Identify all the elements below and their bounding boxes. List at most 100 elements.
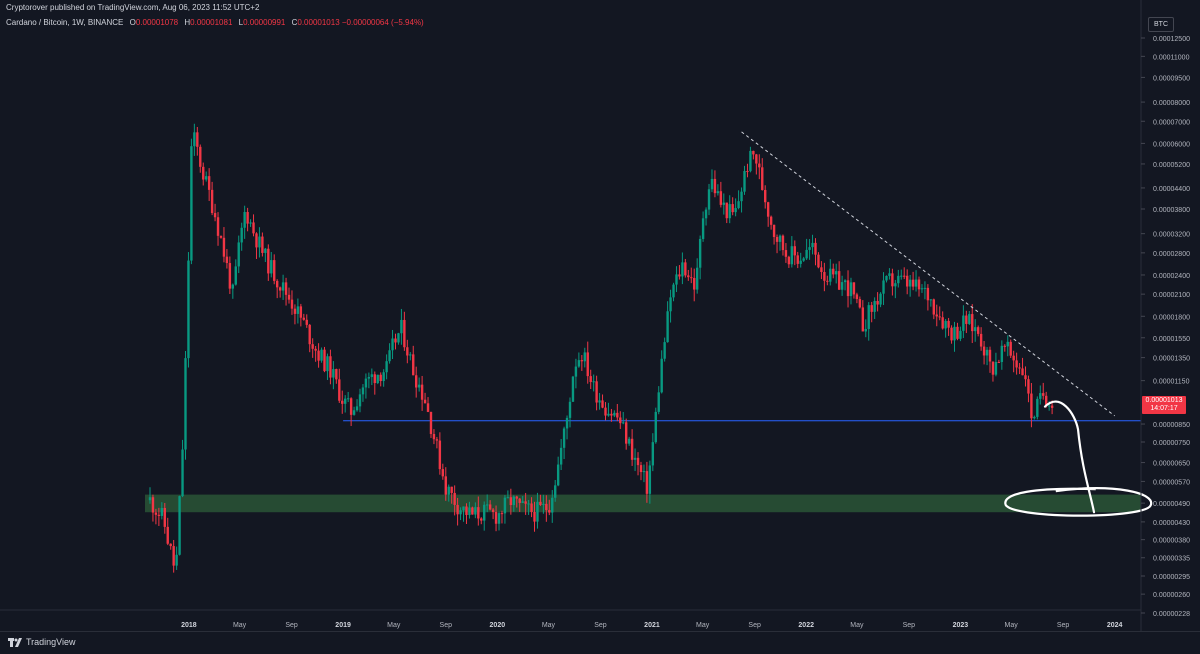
candle-body: [870, 305, 873, 312]
candle-body: [533, 511, 536, 522]
time-tick-label: 2018: [181, 622, 197, 629]
candle-body: [358, 394, 362, 407]
candle-body: [971, 314, 974, 332]
candle-body: [364, 378, 368, 388]
candle-body: [341, 400, 344, 404]
time-tick-label: Sep: [748, 622, 761, 629]
candle-body: [228, 263, 232, 289]
candle-body: [985, 349, 989, 356]
candle-body: [710, 178, 714, 190]
time-tick-label: Sep: [285, 622, 298, 629]
candle-body: [852, 282, 856, 295]
candle-body: [1036, 398, 1039, 417]
price-tick-label: 0.00007000: [1153, 119, 1190, 126]
candle-body: [681, 262, 684, 277]
candle-body: [772, 224, 776, 237]
candle-body: [219, 235, 223, 238]
candle-body: [787, 256, 791, 265]
candle-body: [811, 242, 814, 248]
symbol-title[interactable]: Cardano / Bitcoin, 1W, BINANCE: [6, 18, 124, 27]
candle-body: [571, 376, 575, 402]
currency-badge[interactable]: BTC: [1148, 17, 1174, 32]
candle-body: [444, 476, 447, 495]
price-tick-label: 0.00000430: [1153, 520, 1190, 527]
candle-body: [485, 504, 489, 506]
candle-body: [976, 327, 980, 334]
low-label: L: [238, 18, 244, 27]
candle-body: [216, 217, 220, 236]
candle-body: [1027, 379, 1030, 394]
candle-body: [678, 274, 681, 277]
price-tick-label: 0.00003200: [1153, 232, 1190, 239]
candle-body: [497, 513, 501, 524]
price-tick-label: 0.00000228: [1153, 611, 1190, 618]
price-tick-label: 0.00000570: [1153, 479, 1190, 486]
candle-body: [338, 379, 341, 401]
candle-body: [539, 501, 542, 505]
candle-body: [651, 442, 655, 466]
price-tick-label: 0.00000750: [1153, 440, 1190, 447]
tradingview-brand[interactable]: TradingView: [8, 637, 76, 647]
candle-body: [403, 319, 406, 348]
candle-body: [456, 504, 459, 515]
candle-body: [160, 507, 164, 516]
candle-body: [1006, 341, 1009, 347]
candle-body: [639, 465, 643, 473]
candle-body: [630, 438, 634, 460]
candle-body: [698, 238, 702, 268]
price-tick-label: 0.00002400: [1153, 273, 1190, 280]
candle-body: [518, 498, 521, 503]
candle-body: [1030, 393, 1033, 419]
time-tick-label: 2022: [798, 622, 814, 629]
candle-body: [764, 189, 767, 203]
time-tick-label: May: [850, 622, 864, 629]
candle-body: [1033, 416, 1036, 419]
ohlc-legend: Cardano / Bitcoin, 1W, BINANCE O0.000010…: [6, 18, 424, 27]
candle-body: [524, 501, 527, 504]
candle-body: [258, 236, 261, 248]
brand-name: TradingView: [26, 637, 76, 647]
candle-body: [752, 150, 755, 155]
candle-body: [349, 398, 353, 415]
candle-body: [169, 543, 172, 547]
candle-body: [249, 222, 252, 224]
candle-body: [178, 496, 181, 555]
candle-body: [823, 271, 826, 281]
candle-body: [509, 497, 513, 506]
candle-body: [879, 293, 882, 305]
candle-body: [974, 327, 977, 332]
candle-body: [488, 504, 492, 510]
candle-body: [376, 374, 379, 384]
candle-body: [728, 204, 731, 219]
candle-body: [693, 277, 696, 290]
candle-body: [474, 507, 477, 515]
candle-body: [459, 510, 462, 515]
candle-body: [379, 374, 382, 382]
price-tick-label: 0.00000335: [1153, 556, 1190, 563]
candle-body: [551, 497, 554, 513]
candle-body: [447, 486, 450, 495]
candlestick-series: [148, 123, 1054, 573]
price-chart[interactable]: 0.00012500 0.00011000 0.00009500 0.00008000…: [0, 0, 1200, 631]
candle-body: [296, 306, 300, 314]
candle-body: [515, 496, 518, 499]
candle-body: [450, 486, 453, 493]
descending-trendline: [741, 131, 1115, 417]
candle-body: [873, 300, 876, 312]
candle-body: [920, 288, 924, 290]
candle-body: [397, 333, 400, 343]
candle-body: [414, 375, 418, 388]
candle-body: [329, 356, 332, 378]
candle-body: [997, 362, 1001, 363]
candle-body: [317, 350, 320, 361]
price-tick-label: 0.00003800: [1153, 207, 1190, 214]
candle-body: [654, 411, 657, 443]
candle-body: [213, 213, 217, 218]
candle-body: [624, 422, 628, 444]
candle-body: [1044, 395, 1048, 406]
candle-body: [287, 294, 291, 300]
candle-body: [305, 319, 308, 325]
candle-body: [867, 305, 870, 329]
close-label: C: [291, 18, 298, 27]
price-tick-label: 0.00001800: [1153, 314, 1190, 321]
